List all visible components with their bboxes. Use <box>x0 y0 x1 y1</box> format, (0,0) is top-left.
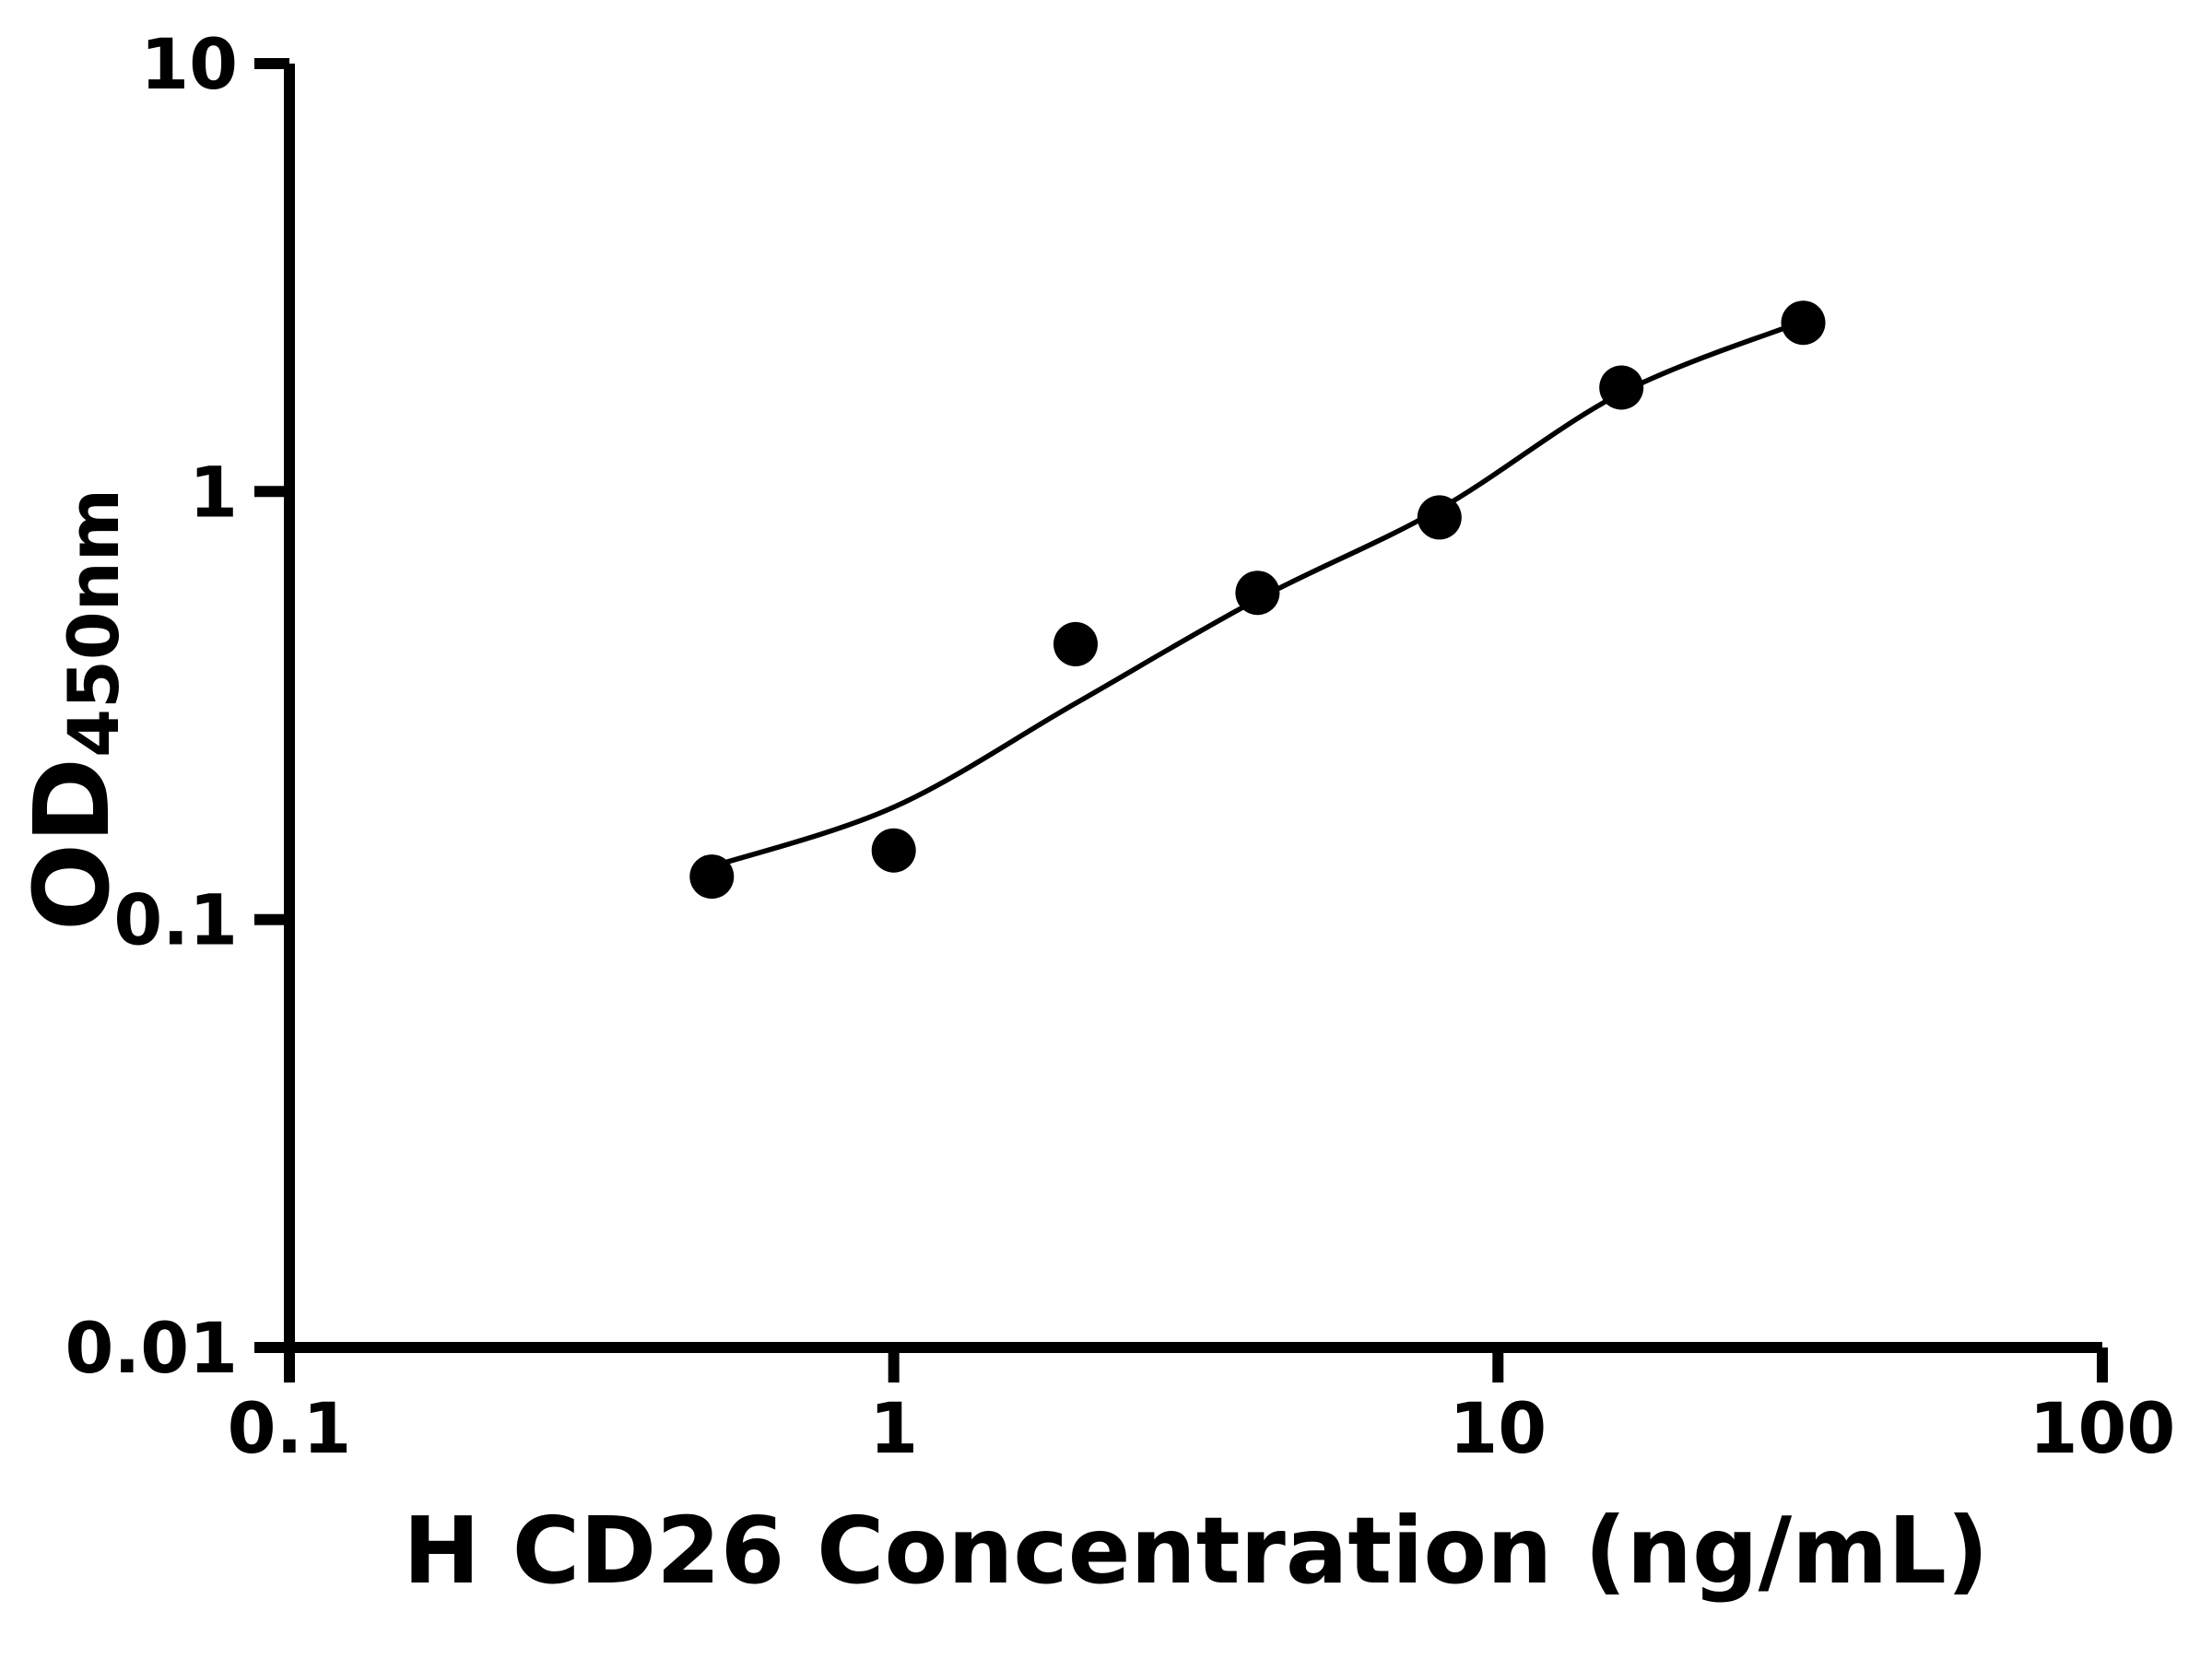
axis-spines <box>284 64 2102 1353</box>
y-axis-title-subscript: 450nm <box>52 488 135 758</box>
x-tick-label-100: 100 <box>2030 1387 2176 1469</box>
x-tick-label-0.1: 0.1 <box>228 1387 352 1469</box>
data-point-32ng <box>1781 300 1826 346</box>
data-point-4ng <box>1235 571 1280 616</box>
y-tick-label-1: 1 <box>189 451 238 533</box>
data-point-1ng <box>871 828 916 873</box>
y-tick-label-0.1: 0.1 <box>113 879 238 961</box>
y-tick-label-10: 10 <box>140 23 238 105</box>
data-point-16ng <box>1599 365 1644 410</box>
data-point-8ng <box>1417 495 1462 540</box>
x-tick-label-10: 10 <box>1449 1387 1547 1469</box>
x-tick-label-1: 1 <box>869 1387 918 1469</box>
y-axis-title: OD 450nm <box>13 433 142 986</box>
y-tick-label-0.01: 0.01 <box>65 1307 238 1389</box>
x-axis-title: H CD26 Concentration (ng/mL) <box>403 1497 1989 1605</box>
data-point-2ng <box>1053 621 1098 666</box>
data-point-0.5ng <box>689 854 735 900</box>
y-axis-title-main: OD <box>13 757 133 932</box>
